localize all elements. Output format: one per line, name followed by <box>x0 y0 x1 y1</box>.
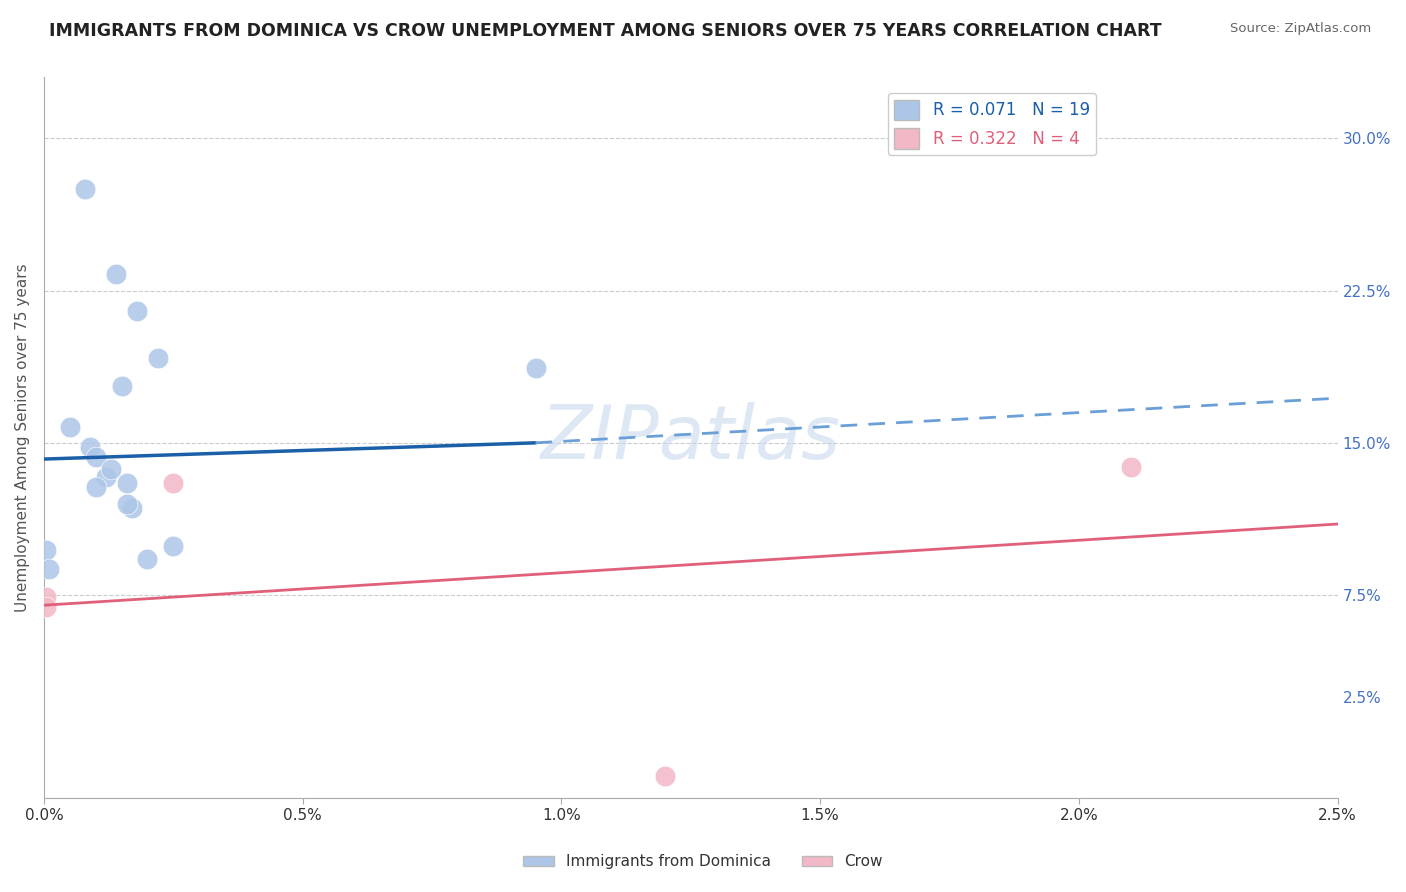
Point <box>94 470 117 484</box>
Point <box>162 540 184 554</box>
Point <box>146 351 169 365</box>
Point <box>110 379 132 393</box>
Point <box>75 182 97 196</box>
Point <box>35 600 58 615</box>
Point <box>1119 460 1142 475</box>
Point <box>115 476 138 491</box>
Y-axis label: Unemployment Among Seniors over 75 years: Unemployment Among Seniors over 75 years <box>15 263 30 612</box>
Point <box>35 590 58 604</box>
Point <box>524 360 547 375</box>
Text: ZIPatlas: ZIPatlas <box>541 401 841 474</box>
Text: Source: ZipAtlas.com: Source: ZipAtlas.com <box>1230 22 1371 36</box>
Point <box>105 268 128 282</box>
Legend: Immigrants from Dominica, Crow: Immigrants from Dominica, Crow <box>517 848 889 875</box>
Point <box>121 500 143 515</box>
Point <box>84 450 107 464</box>
Text: IMMIGRANTS FROM DOMINICA VS CROW UNEMPLOYMENT AMONG SENIORS OVER 75 YEARS CORREL: IMMIGRANTS FROM DOMINICA VS CROW UNEMPLO… <box>49 22 1161 40</box>
Point <box>84 481 107 495</box>
Point <box>59 419 82 434</box>
Point <box>115 497 138 511</box>
Point <box>79 440 101 454</box>
Legend: R = 0.071   N = 19, R = 0.322   N = 4: R = 0.071 N = 19, R = 0.322 N = 4 <box>887 93 1097 155</box>
Point <box>125 304 148 318</box>
Point <box>162 476 184 491</box>
Point <box>654 769 676 783</box>
Point <box>100 462 122 476</box>
Point <box>136 551 159 566</box>
Point <box>38 562 60 576</box>
Point <box>35 543 58 558</box>
